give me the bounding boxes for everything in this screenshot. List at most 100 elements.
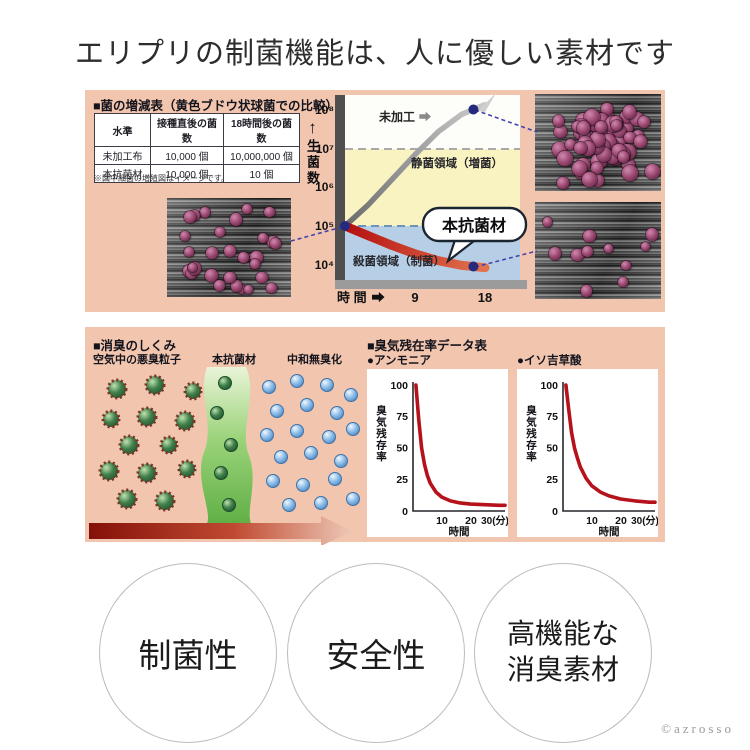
page-title: エリプリの制菌機能は、人に優しい素材です (74, 38, 675, 70)
bacteria-panel: ■菌の増減表（黄色ブドウ状球菌での比較） 水準 接種直後の菌数 18時間後の菌数… (85, 90, 665, 312)
microscope-photo-sparse-left (167, 198, 291, 297)
y-tick: 75 (396, 411, 408, 423)
ammonia-graph-svg: 100 75 50 25 0 10 20 30(分) 時間 (390, 380, 508, 538)
flow-label-neutralize: 中和無臭化 (287, 354, 342, 366)
odor-y-axis-label: 臭気残存率 (375, 405, 387, 463)
bacteria-dot (179, 230, 190, 241)
y-tick: 0 (552, 506, 558, 518)
bacteria-dot (582, 172, 597, 187)
cell: 10,000 個 (150, 164, 224, 183)
x-tick: 20 (615, 515, 627, 527)
bacteria-dot (184, 246, 195, 257)
bacteria-dot (183, 210, 197, 224)
bacteria-dot (187, 263, 197, 272)
chart-3d-bottom-edge (335, 280, 527, 289)
flow-label-material: 本抗菌材 (212, 354, 256, 366)
bacteria-dot (595, 121, 607, 133)
bacteria-dot (622, 104, 637, 119)
bacteria-dot (250, 259, 260, 270)
y-tick: 100 (540, 380, 558, 392)
graph-title-isovaleric: ●イソ吉草酸 (517, 355, 582, 367)
untreated-label: 未加工 ➡ (378, 109, 431, 124)
chart-3d-left-edge (335, 95, 345, 289)
up-arrow-icon: ↑ (308, 118, 317, 137)
bacteria-dot (553, 125, 568, 139)
feature-label-line2: 消臭素材 (506, 655, 619, 686)
y-tick: 0 (402, 506, 408, 518)
bacteria-dot (571, 248, 584, 262)
bacteria-dot (645, 228, 659, 241)
bacteria-dot (553, 115, 565, 127)
x-tick: 10 (586, 515, 598, 527)
decay-curve (564, 383, 657, 504)
region-bactericidal (345, 226, 520, 280)
antibacterial-end-dot (468, 261, 479, 272)
region-top-white (345, 95, 520, 149)
table-footnote: ※図中細菌の増殖図はイメージです。 (94, 174, 230, 183)
x-tick-18: 18 (478, 290, 492, 305)
microscope-photo-sparse-right (535, 202, 661, 299)
bacteria-dot (574, 141, 587, 154)
bacteria-dot (590, 132, 605, 147)
bacteria-dot (223, 271, 236, 284)
bacteria-dot (199, 207, 211, 218)
bubble-tail (445, 238, 478, 265)
bacteria-dot (557, 177, 569, 189)
y-axis-label-text: 生菌数 (305, 139, 320, 187)
bacteria-dot (256, 271, 268, 284)
bacteria-dot (624, 131, 637, 144)
bacteria-dot (617, 151, 630, 163)
bacteria-dot (266, 282, 277, 294)
bacteria-dot (618, 276, 629, 287)
y-tick: 75 (546, 411, 558, 423)
feature-label: 制菌性 (138, 639, 238, 675)
bacteria-dot (621, 261, 631, 271)
decay-curve (414, 383, 507, 508)
bacteria-dot (572, 160, 588, 176)
bacteria-dot (258, 233, 269, 244)
bacteria-dot (590, 161, 604, 175)
x-axis-label: 時間 (449, 525, 470, 537)
right-arrow-icon: ➡ (419, 110, 431, 124)
bacteria-dot (576, 121, 591, 135)
y-tick: 10⁴ (315, 258, 334, 272)
neutralized-particles (260, 374, 360, 512)
feature-label: 安全性 (326, 639, 426, 675)
cell: 10,000 個 (150, 146, 224, 165)
feature-circle-antibacterial: 制菌性 (99, 563, 277, 743)
bacteria-dot (633, 135, 647, 149)
antibacterial-bubble (421, 206, 528, 243)
bacteria-dot (205, 269, 218, 282)
x-tick: 20 (465, 515, 477, 527)
odor-data-heading: ■臭気残在率データ表 (367, 339, 488, 353)
feature-circle-safety: 安全性 (287, 563, 465, 743)
graph-title-ammonia: ●アンモニア (367, 355, 431, 367)
untreated-curve-tip (478, 93, 496, 112)
bacteria-dot (542, 217, 553, 227)
table-row: 未加工布 10,000 個 10,000,000 個 (94, 146, 300, 165)
x-axis-label: 時間 (599, 525, 620, 537)
bacteria-dot (237, 285, 247, 295)
col-header-level: 水準 (94, 113, 151, 147)
bacteria-dot (601, 103, 613, 115)
bacteria-dot (637, 115, 650, 128)
bacteria-dot (557, 150, 573, 167)
connector-top (474, 109, 538, 133)
y-tick: 50 (546, 443, 558, 455)
bacteria-dot (641, 241, 651, 251)
axes (412, 382, 505, 512)
table-row: 本抗菌材 10,000 個 10 個 (94, 164, 300, 183)
bacteria-dot (564, 138, 576, 151)
x-tick-9: 9 (411, 290, 418, 305)
copyright: ©azrosso (661, 721, 734, 736)
bacteria-dot (622, 164, 639, 181)
cell: 10 個 (223, 164, 300, 183)
x-tick: 30(分) (631, 514, 658, 527)
x-axis-label: 時 間 ➡ (337, 290, 385, 305)
bacteria-dot (582, 246, 593, 257)
bacteria-dot (244, 284, 254, 294)
x-tick: 10 (436, 515, 448, 527)
flow-arrow (89, 516, 353, 545)
bactericidal-region-label: 殺菌領域（制菌） (352, 254, 445, 268)
odor-particles (98, 374, 203, 512)
